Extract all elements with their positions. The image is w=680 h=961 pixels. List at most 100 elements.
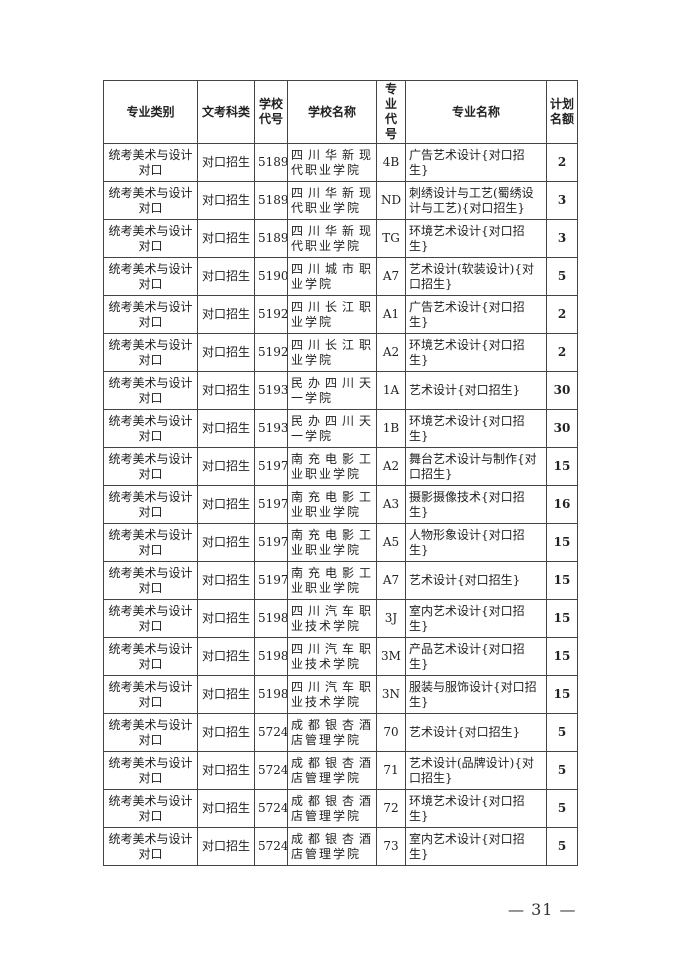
table-row: 统考美术与设计对口 对口招生 5197 南充电影工业职业学院 A5 人物形象设计{对口招生… xyxy=(103,523,578,562)
major-code-cell: 3M xyxy=(376,637,406,676)
school-name-cell: 四川华新现代职业学院 xyxy=(287,143,377,182)
header-major-category: 专业类别 xyxy=(103,80,198,144)
plan-quota-cell: 15 xyxy=(546,523,578,562)
school-code-cell: 5189 xyxy=(254,181,288,220)
exam-type-cell: 对口招生 xyxy=(197,295,255,334)
exam-type-cell: 对口招生 xyxy=(197,675,255,714)
exam-type-cell: 对口招生 xyxy=(197,333,255,372)
table-row: 统考美术与设计对口 对口招生 5198 四川汽车职业技术学院 3J 室内艺术设计{对口招生… xyxy=(103,599,578,638)
major-category-cell: 统考美术与设计对口 xyxy=(103,637,198,676)
major-code-cell: 4B xyxy=(376,143,406,182)
major-name-cell: 人物形象设计{对口招生} xyxy=(405,523,547,562)
school-name-cell: 成都银杏酒店管理学院 xyxy=(287,751,377,790)
school-code-cell: 5724 xyxy=(254,713,288,752)
major-category-cell: 统考美术与设计对口 xyxy=(103,143,198,182)
major-category-cell: 统考美术与设计对口 xyxy=(103,675,198,714)
major-category-cell: 统考美术与设计对口 xyxy=(103,409,198,448)
major-category-cell: 统考美术与设计对口 xyxy=(103,523,198,562)
major-name-cell: 环境艺术设计{对口招生} xyxy=(405,409,547,448)
table-row: 统考美术与设计对口 对口招生 5189 四川华新现代职业学院 ND 刺绣设计与工艺(蜀绣设… xyxy=(103,181,578,220)
exam-type-cell: 对口招生 xyxy=(197,789,255,828)
plan-quota-cell: 2 xyxy=(546,295,578,334)
exam-type-cell: 对口招生 xyxy=(197,143,255,182)
exam-type-cell: 对口招生 xyxy=(197,827,255,866)
major-category-cell: 统考美术与设计对口 xyxy=(103,295,198,334)
major-code-cell: 71 xyxy=(376,751,406,790)
enrollment-plan-table: 专业类别 文考科类 学校代号 学校名称 专业代号 专业名称 计划名额 统考美术与设计对口 对口… xyxy=(103,80,578,866)
plan-quota-cell: 5 xyxy=(546,751,578,790)
table-header-row: 专业类别 文考科类 学校代号 学校名称 专业代号 专业名称 计划名额 xyxy=(103,80,578,144)
school-name-cell: 四川城市职业学院 xyxy=(287,257,377,296)
major-name-cell: 环境艺术设计{对口招生} xyxy=(405,219,547,258)
major-name-cell: 艺术设计{对口招生} xyxy=(405,371,547,410)
plan-quota-cell: 2 xyxy=(546,143,578,182)
major-code-cell: A1 xyxy=(376,295,406,334)
header-major-name: 专业名称 xyxy=(405,80,547,144)
major-category-cell: 统考美术与设计对口 xyxy=(103,599,198,638)
plan-quota-cell: 30 xyxy=(546,371,578,410)
major-code-cell: 1B xyxy=(376,409,406,448)
school-name-cell: 成都银杏酒店管理学院 xyxy=(287,713,377,752)
table-row: 统考美术与设计对口 对口招生 5192 四川长江职业学院 A2 环境艺术设计{对口招生} 2 xyxy=(103,333,578,372)
major-name-cell: 广告艺术设计{对口招生} xyxy=(405,295,547,334)
school-name-cell: 四川汽车职业技术学院 xyxy=(287,637,377,676)
exam-type-cell: 对口招生 xyxy=(197,637,255,676)
header-exam-type: 文考科类 xyxy=(197,80,255,144)
major-category-cell: 统考美术与设计对口 xyxy=(103,257,198,296)
major-code-cell: A5 xyxy=(376,523,406,562)
major-name-cell: 艺术设计{对口招生} xyxy=(405,561,547,600)
major-category-cell: 统考美术与设计对口 xyxy=(103,181,198,220)
exam-type-cell: 对口招生 xyxy=(197,599,255,638)
exam-type-cell: 对口招生 xyxy=(197,257,255,296)
major-name-cell: 舞台艺术设计与制作{对口招生} xyxy=(405,447,547,486)
major-name-cell: 环境艺术设计{对口招生} xyxy=(405,789,547,828)
exam-type-cell: 对口招生 xyxy=(197,371,255,410)
school-code-cell: 5724 xyxy=(254,751,288,790)
exam-type-cell: 对口招生 xyxy=(197,219,255,258)
exam-type-cell: 对口招生 xyxy=(197,181,255,220)
table-row: 统考美术与设计对口 对口招生 5197 南充电影工业职业学院 A3 摄影摄像技术{对口招生… xyxy=(103,485,578,524)
school-name-cell: 南充电影工业职业学院 xyxy=(287,523,377,562)
major-name-cell: 服装与服饰设计{对口招生} xyxy=(405,675,547,714)
major-name-cell: 产品艺术设计{对口招生} xyxy=(405,637,547,676)
major-code-cell: 70 xyxy=(376,713,406,752)
major-code-cell: A7 xyxy=(376,561,406,600)
plan-quota-cell: 15 xyxy=(546,675,578,714)
major-category-cell: 统考美术与设计对口 xyxy=(103,219,198,258)
school-code-cell: 5724 xyxy=(254,827,288,866)
school-name-cell: 四川华新现代职业学院 xyxy=(287,219,377,258)
page-number: — 31 — xyxy=(508,900,577,919)
table-row: 统考美术与设计对口 对口招生 5189 四川华新现代职业学院 TG 环境艺术设计{对口招生… xyxy=(103,219,578,258)
plan-quota-cell: 2 xyxy=(546,333,578,372)
major-name-cell: 艺术设计(软装设计){对口招生} xyxy=(405,257,547,296)
table-row: 统考美术与设计对口 对口招生 5189 四川华新现代职业学院 4B 广告艺术设计{对口招生… xyxy=(103,143,578,182)
school-name-cell: 四川汽车职业技术学院 xyxy=(287,599,377,638)
plan-quota-cell: 15 xyxy=(546,447,578,486)
major-code-cell: A7 xyxy=(376,257,406,296)
plan-quota-cell: 3 xyxy=(546,181,578,220)
plan-quota-cell: 15 xyxy=(546,599,578,638)
school-name-cell: 民办四川天一学院 xyxy=(287,371,377,410)
exam-type-cell: 对口招生 xyxy=(197,713,255,752)
school-name-cell: 成都银杏酒店管理学院 xyxy=(287,827,377,866)
table-row: 统考美术与设计对口 对口招生 5724 成都银杏酒店管理学院 70 艺术设计{对口招生} 5 xyxy=(103,713,578,752)
major-code-cell: A3 xyxy=(376,485,406,524)
major-name-cell: 摄影摄像技术{对口招生} xyxy=(405,485,547,524)
exam-type-cell: 对口招生 xyxy=(197,409,255,448)
school-name-cell: 成都银杏酒店管理学院 xyxy=(287,789,377,828)
table-row: 统考美术与设计对口 对口招生 5197 南充电影工业职业学院 A2 舞台艺术设计与制作{对… xyxy=(103,447,578,486)
school-name-cell: 民办四川天一学院 xyxy=(287,409,377,448)
plan-quota-cell: 5 xyxy=(546,789,578,828)
plan-quota-cell: 16 xyxy=(546,485,578,524)
major-code-cell: 1A xyxy=(376,371,406,410)
school-name-cell: 南充电影工业职业学院 xyxy=(287,485,377,524)
major-name-cell: 刺绣设计与工艺(蜀绣设计与工艺){对口招生} xyxy=(405,181,547,220)
major-category-cell: 统考美术与设计对口 xyxy=(103,751,198,790)
major-category-cell: 统考美术与设计对口 xyxy=(103,789,198,828)
table-row: 统考美术与设计对口 对口招生 5724 成都银杏酒店管理学院 71 艺术设计(品牌设计){… xyxy=(103,751,578,790)
exam-type-cell: 对口招生 xyxy=(197,447,255,486)
major-code-cell: 3N xyxy=(376,675,406,714)
major-name-cell: 室内艺术设计{对口招生} xyxy=(405,599,547,638)
plan-quota-cell: 5 xyxy=(546,713,578,752)
school-code-cell: 5189 xyxy=(254,143,288,182)
